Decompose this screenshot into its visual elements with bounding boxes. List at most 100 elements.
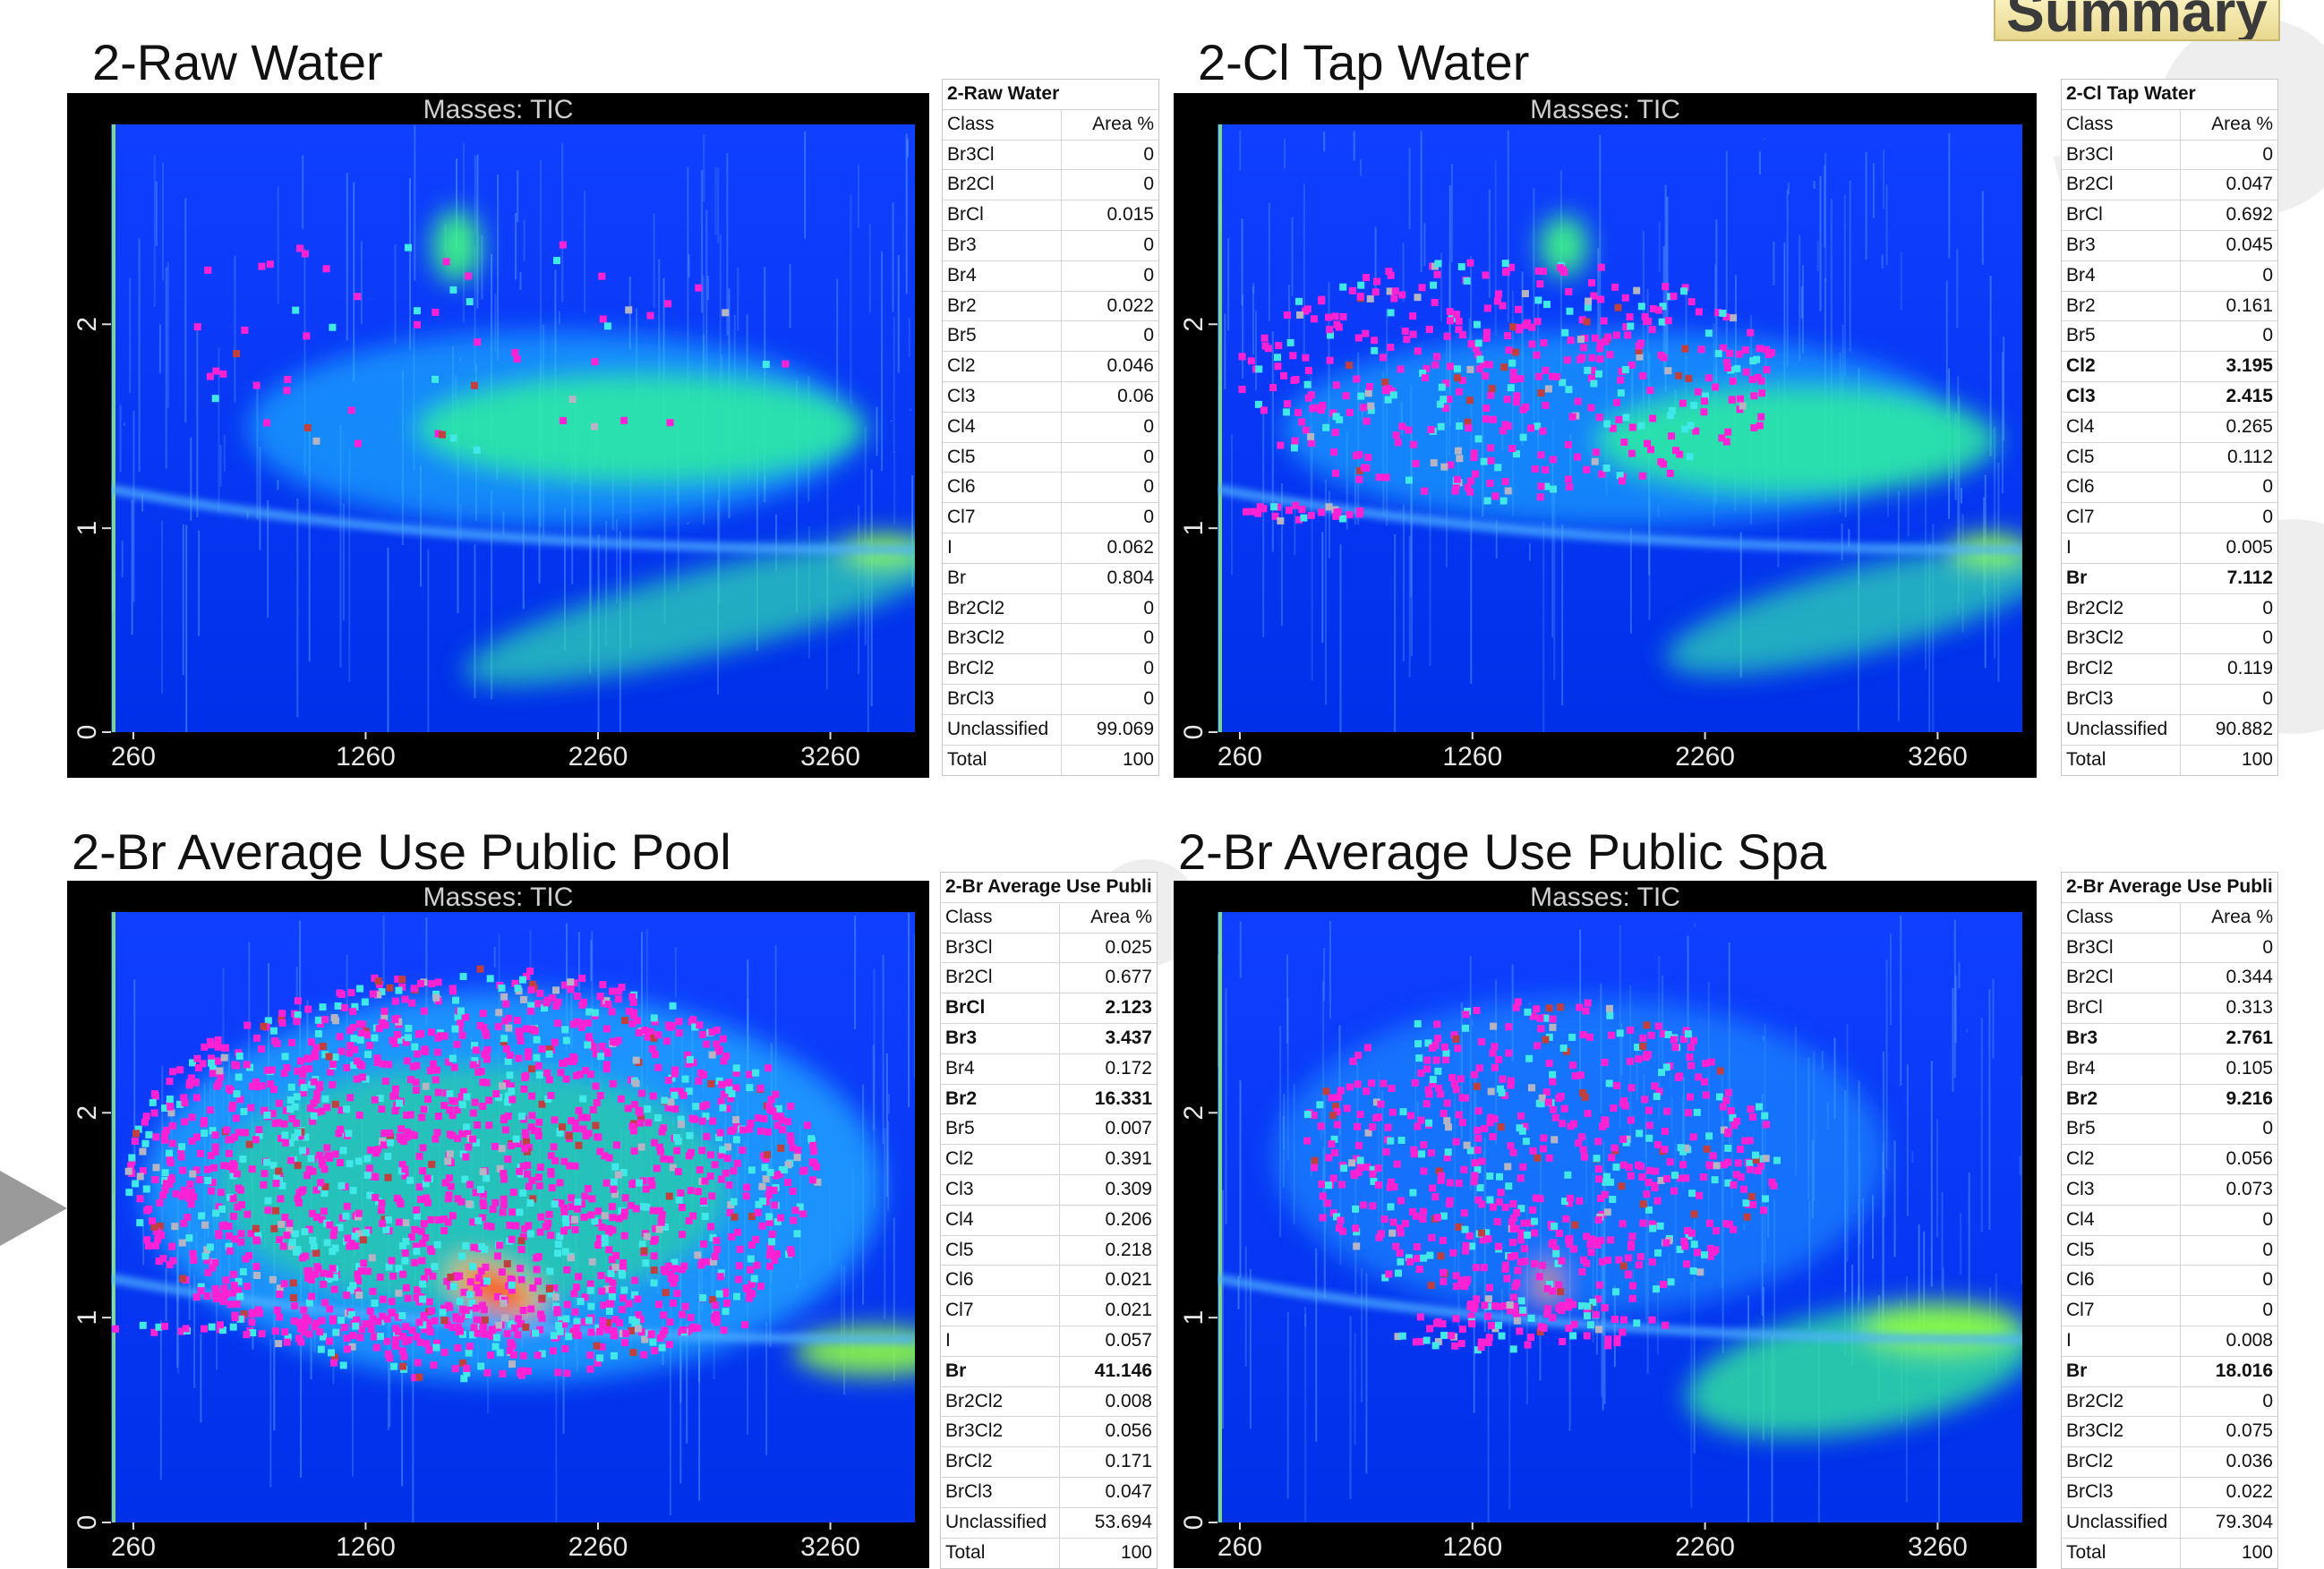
compound-dot [435, 978, 442, 985]
compound-dot [1640, 1200, 1647, 1207]
compound-dot [1265, 345, 1272, 352]
compound-dot [1552, 1114, 1559, 1121]
compound-dot [1724, 364, 1731, 371]
compound-dot [568, 1117, 575, 1124]
compound-dot [1409, 1190, 1416, 1197]
compound-dot [574, 1198, 581, 1206]
compound-dot [1274, 354, 1281, 361]
compound-dot [392, 1107, 399, 1114]
compound-dot [162, 1169, 169, 1176]
compound-dot [567, 978, 574, 985]
compound-dot [1622, 1103, 1629, 1110]
compound-dot [1685, 1030, 1692, 1037]
table-row: Br3Cl0 [943, 141, 1158, 171]
compound-dot [284, 1339, 291, 1346]
compound-dot [1473, 1264, 1480, 1271]
compound-dot [721, 1326, 728, 1334]
compound-dot [1606, 1005, 1613, 1012]
compound-dot [194, 323, 201, 330]
compound-dot [763, 361, 770, 368]
compound-dot [552, 1293, 560, 1300]
compound-dot [1474, 435, 1482, 442]
compound-dot [337, 1048, 345, 1055]
compound-dot [1439, 384, 1446, 391]
compound-dot [1507, 1301, 1514, 1309]
compound-dot [1354, 1052, 1362, 1059]
compound-dot [140, 1322, 147, 1329]
compound-dot [543, 1224, 551, 1231]
compound-dot [323, 1104, 330, 1111]
compound-dot [1468, 1320, 1475, 1327]
compound-dot [1503, 269, 1510, 276]
compound-dot [329, 1081, 336, 1088]
compound-dot [1668, 432, 1675, 439]
compound-dot [1363, 418, 1371, 425]
compound-dot [1595, 371, 1602, 378]
compound-dot [528, 986, 535, 993]
compound-dot [615, 995, 622, 1002]
compound-dot [1719, 310, 1726, 317]
compound-dot [525, 1222, 532, 1229]
compound-dot [1453, 1138, 1460, 1146]
compound-dot [202, 1252, 209, 1259]
compound-dot [1622, 366, 1629, 373]
compound-dot [1629, 1295, 1636, 1302]
compound-dot [1749, 1113, 1756, 1121]
compound-dot [305, 1267, 312, 1275]
compound-dot [609, 1293, 616, 1300]
compound-dot [1721, 1161, 1728, 1168]
compound-dot [374, 1317, 381, 1325]
class-cell: Cl6 [941, 1266, 1060, 1295]
compound-dot [1460, 1166, 1467, 1173]
compound-dot [1414, 1020, 1422, 1028]
compound-dot [1440, 1213, 1448, 1220]
compound-dot [628, 1317, 636, 1324]
compound-dot [435, 1089, 442, 1096]
compound-dot [430, 1361, 437, 1369]
compound-dot [700, 1198, 707, 1205]
compound-dot [405, 1025, 412, 1032]
compound-dot [1410, 331, 1417, 338]
compound-dot [328, 1349, 335, 1356]
compound-dot [1685, 1109, 1692, 1116]
compound-dot [1687, 1053, 1694, 1061]
compound-dot [219, 371, 226, 378]
compound-dot [398, 1312, 406, 1319]
compound-dot [720, 1036, 727, 1043]
compound-dot [372, 1173, 379, 1181]
compound-dot [1636, 1261, 1643, 1268]
area-cell: 90.882 [2181, 715, 2277, 745]
compound-dot [660, 1311, 667, 1318]
compound-dot [1414, 1243, 1421, 1250]
compound-dot [1639, 473, 1646, 480]
compound-dot [1397, 1229, 1405, 1236]
compound-dot [560, 417, 567, 424]
compound-dot [730, 1167, 737, 1174]
summary-button[interactable]: Summary [1994, 0, 2280, 41]
compound-dot [1504, 1163, 1511, 1170]
compound-dot [236, 1293, 244, 1300]
compound-dot [1360, 1201, 1367, 1208]
compound-dot [288, 1084, 295, 1091]
compound-dot [670, 1002, 677, 1010]
compound-dot [1277, 517, 1284, 524]
compound-dot [363, 1155, 371, 1163]
compound-dot [1756, 345, 1764, 352]
compound-dot [765, 1129, 772, 1136]
x-tick-label: 260 [1218, 742, 1262, 772]
compound-dot [1534, 1155, 1541, 1162]
compound-dot [546, 1076, 553, 1083]
area-cell: 0 [1062, 594, 1158, 624]
compound-dot [1440, 1237, 1447, 1244]
compound-dot [1524, 1232, 1531, 1239]
compound-dot [244, 1283, 251, 1290]
compound-dot [1517, 375, 1525, 382]
compound-dot [1423, 1337, 1431, 1344]
compound-dot [1687, 1044, 1695, 1051]
compound-dot [1527, 1334, 1534, 1341]
compound-dot [604, 322, 611, 329]
compound-dot [208, 1060, 215, 1067]
compound-dot [499, 1145, 506, 1152]
compound-dot [1560, 269, 1568, 276]
